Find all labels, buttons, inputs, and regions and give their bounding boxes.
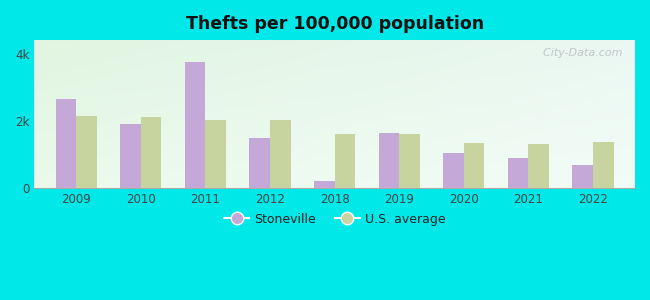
Bar <box>55 99 76 188</box>
Bar <box>141 117 161 188</box>
Bar <box>399 134 420 188</box>
Bar <box>378 133 399 188</box>
Bar <box>335 134 356 188</box>
Legend: Stoneville, U.S. average: Stoneville, U.S. average <box>219 208 450 231</box>
Bar <box>120 124 141 188</box>
Bar <box>593 142 614 188</box>
Bar <box>270 120 291 188</box>
Text: City-Data.com: City-Data.com <box>536 47 623 58</box>
Bar <box>464 142 484 188</box>
Bar <box>528 144 549 188</box>
Bar <box>508 158 528 188</box>
Bar <box>314 181 335 188</box>
Bar <box>443 153 464 188</box>
Bar <box>573 165 593 188</box>
Bar <box>76 116 97 188</box>
Bar <box>250 138 270 188</box>
Title: Thefts per 100,000 population: Thefts per 100,000 population <box>185 15 484 33</box>
Bar <box>205 120 226 188</box>
Bar <box>185 62 205 188</box>
